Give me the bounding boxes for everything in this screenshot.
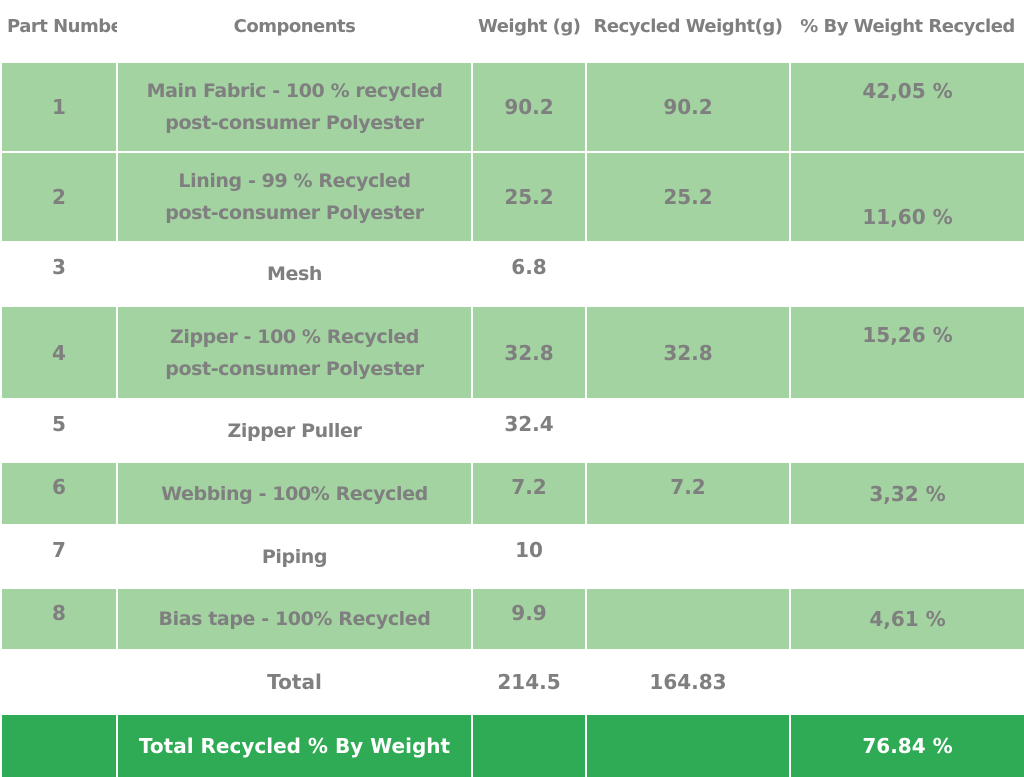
recycled-weight-cell: [586, 525, 790, 588]
component-line-1: Mesh: [266, 263, 323, 285]
pct-recycled-cell: [790, 525, 1024, 588]
pct-recycled-cell: [790, 242, 1024, 306]
pct-recycled-cell: 15,26 %: [789, 305, 1024, 400]
header-recycled-weight: Recycled Weight(g): [593, 16, 783, 37]
component-line-1: Piping: [261, 545, 328, 568]
weight-cell: 32.8: [471, 305, 587, 400]
pct-recycled-cell: 3,32 %: [789, 461, 1024, 526]
recycled-weight-cell: 90.2: [585, 61, 791, 153]
component-line-1: Zipper - 100 % Recycled: [169, 325, 420, 348]
summary-empty-cell: [471, 713, 587, 777]
summary-empty-cell: [0, 713, 118, 777]
weight-cell: 6.8: [472, 242, 586, 306]
table-row: 6 Webbing - 100% Recycled 7.2 7.2 3,32 %: [0, 461, 1024, 526]
table-row: 2 Lining - 99 % Recycled post-consumer P…: [0, 151, 1024, 243]
summary-empty-cell: [585, 713, 791, 777]
total-weight: 214.5: [472, 650, 586, 714]
recycled-weight-cell: 7.2: [585, 461, 791, 526]
component-cell: Lining - 99 % Recycled post-consumer Pol…: [116, 151, 473, 243]
part-number-cell: 4: [0, 305, 118, 400]
component-line-1: Bias tape - 100% Recycled: [158, 608, 431, 630]
summary-label: Total Recycled % By Weight: [116, 713, 473, 777]
weight-cell: 25.2: [471, 151, 587, 243]
total-label: Total: [117, 650, 472, 714]
component-cell: Webbing - 100% Recycled: [116, 461, 473, 526]
table-row: 5 Zipper Puller 32.4: [1, 399, 1024, 462]
total-recycled-weight: 164.83: [586, 650, 790, 714]
part-number-cell: 2: [0, 151, 118, 243]
total-empty-cell: [1, 650, 117, 714]
recycled-weight-cell: [585, 587, 791, 651]
weight-cell: 32.4: [472, 399, 586, 462]
component-cell: Zipper - 100 % Recycled post-consumer Po…: [116, 305, 473, 400]
weight-cell: 7.2: [471, 461, 587, 526]
table-row: 4 Zipper - 100 % Recycled post-consumer …: [0, 305, 1024, 400]
component-cell: Piping: [117, 525, 472, 588]
header-part-number: Part Number: [7, 16, 117, 37]
part-number-cell: 8: [0, 587, 118, 651]
component-line-1: Webbing - 100% Recycled: [161, 482, 428, 505]
component-line-2: post-consumer Polyester: [165, 202, 424, 224]
summary-value: 76.84 %: [789, 713, 1024, 777]
summary-row: Total Recycled % By Weight 76.84 %: [0, 713, 1024, 777]
table-row: 3 Mesh 6.8: [1, 242, 1024, 306]
weight-cell: 9.9: [471, 587, 587, 651]
weight-cell: 10: [472, 525, 586, 588]
part-number-cell: 5: [1, 399, 117, 462]
table-body: 1 Main Fabric - 100 % recycled post-cons…: [0, 61, 1024, 777]
weight-cell: 90.2: [471, 61, 587, 153]
table-header: Part Number Components Weight (g) Recycl…: [1, 0, 1024, 62]
table-row: 7 Piping 10: [1, 525, 1024, 588]
pct-recycled-cell: 11,60 %: [789, 151, 1024, 243]
component-cell: Mesh: [117, 242, 472, 306]
pct-recycled-cell: [790, 399, 1024, 462]
total-pct-empty-cell: [790, 650, 1024, 714]
part-number-cell: 3: [1, 242, 117, 306]
component-line-1: Zipper Puller: [227, 419, 362, 442]
header-components: Components: [233, 16, 356, 37]
part-number-cell: 7: [1, 525, 117, 588]
pct-recycled-cell: 4,61 %: [789, 587, 1024, 651]
header-pct-recycled: % By Weight Recycled: [800, 16, 1015, 37]
component-cell: Bias tape - 100% Recycled: [116, 587, 473, 651]
part-number-cell: 1: [0, 61, 118, 153]
recycled-weight-cell: 25.2: [585, 151, 791, 243]
recycled-weight-cell: 32.8: [585, 305, 791, 400]
component-line-2: post-consumer Polyester: [165, 112, 424, 134]
header-weight: Weight (g): [478, 16, 581, 37]
component-line-1: Main Fabric - 100 % recycled: [146, 80, 443, 102]
table-row: 8 Bias tape - 100% Recycled 9.9 4,61 %: [0, 587, 1024, 651]
pct-recycled-cell: 42,05 %: [789, 61, 1024, 153]
recycled-weight-cell: [586, 242, 790, 306]
recycled-weight-cell: [586, 399, 790, 462]
total-row: Total 214.5 164.83: [1, 650, 1024, 714]
component-line-1: Lining - 99 % Recycled: [178, 170, 411, 192]
part-number-cell: 6: [0, 461, 118, 526]
component-cell: Main Fabric - 100 % recycled post-consum…: [116, 61, 473, 153]
table-row: 1 Main Fabric - 100 % recycled post-cons…: [0, 61, 1024, 153]
component-line-2: post-consumer Polyester: [165, 357, 424, 380]
component-cell: Zipper Puller: [117, 399, 472, 462]
